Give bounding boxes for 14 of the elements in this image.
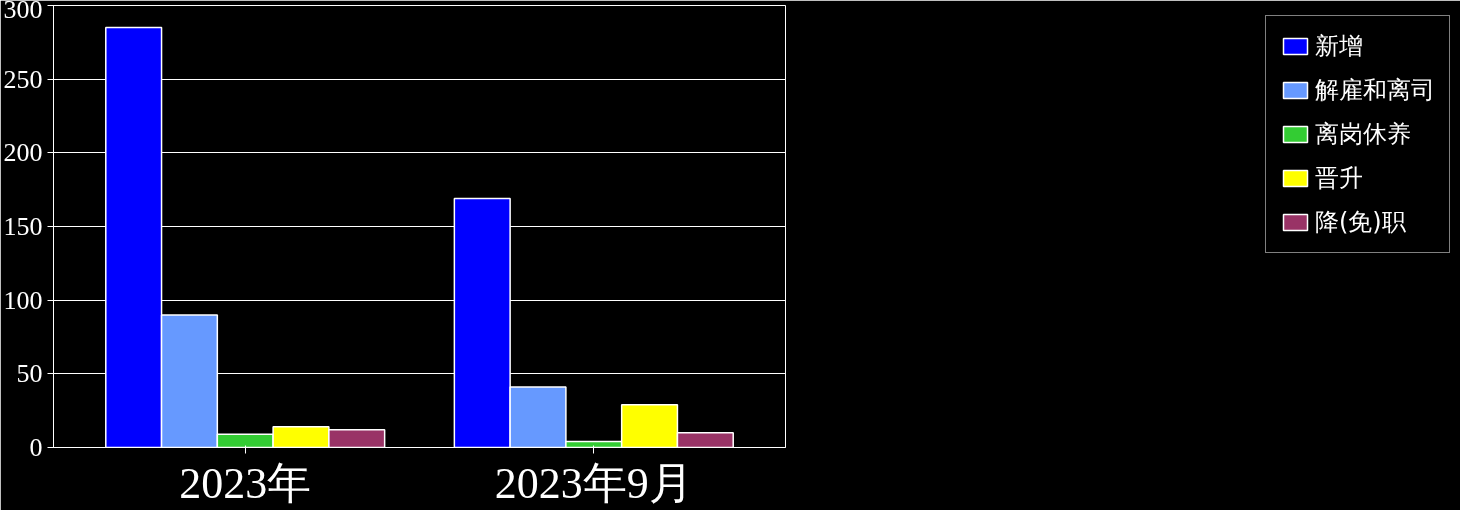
legend-label: 降(免)职 <box>1315 207 1406 238</box>
y-tick-label: 300 <box>3 0 43 24</box>
legend-label: 晋升 <box>1315 163 1363 194</box>
legend-label: 离岗休养 <box>1315 119 1411 150</box>
x-tick-label: 2023年9月 <box>494 458 693 508</box>
y-tick-label: 250 <box>3 64 43 94</box>
y-tick-label: 200 <box>3 138 43 168</box>
legend-label: 解雇和离司 <box>1315 75 1435 106</box>
y-tick-label: 0 <box>29 433 43 462</box>
x-tick-label: 2023年 <box>179 458 312 508</box>
y-tick-label: 100 <box>3 285 43 315</box>
y-tick-label: 50 <box>16 359 43 389</box>
y-tick-label: 150 <box>3 212 43 241</box>
legend-label: 新增 <box>1315 31 1363 62</box>
